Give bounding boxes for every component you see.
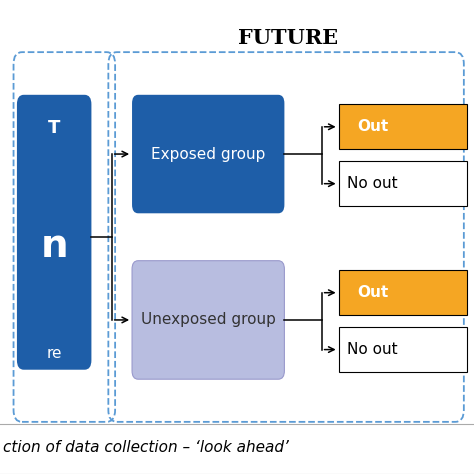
Text: ction of data collection – ‘look ahead’: ction of data collection – ‘look ahead’ — [3, 440, 289, 456]
Text: FUTURE: FUTURE — [238, 28, 338, 48]
Text: Unexposed group: Unexposed group — [141, 312, 276, 328]
Text: No out: No out — [347, 342, 398, 357]
Text: T: T — [48, 119, 60, 137]
Bar — [338, 161, 467, 206]
Text: n: n — [40, 227, 68, 265]
Text: No out: No out — [347, 176, 398, 191]
Bar — [338, 270, 467, 315]
FancyBboxPatch shape — [132, 95, 284, 213]
Text: Out: Out — [357, 285, 388, 300]
Text: re: re — [46, 346, 62, 361]
Bar — [338, 327, 467, 372]
Text: Exposed group: Exposed group — [151, 146, 265, 162]
Text: Out: Out — [357, 119, 388, 134]
FancyBboxPatch shape — [17, 95, 91, 370]
FancyBboxPatch shape — [132, 261, 284, 379]
Bar — [338, 104, 467, 149]
